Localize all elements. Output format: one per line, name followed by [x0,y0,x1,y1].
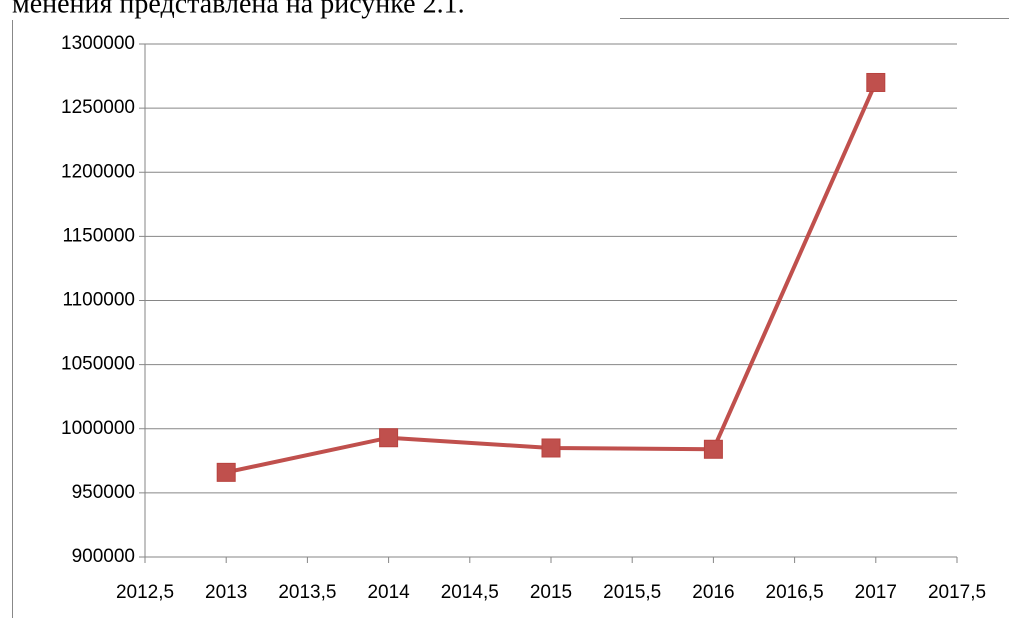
y-tick-label: 1000000 [61,418,135,439]
x-tick-label: 2012,5 [116,582,174,603]
y-tick-label: 1100000 [62,290,135,311]
y-tick-label: 900000 [72,546,135,567]
y-tick-label: 1250000 [61,97,135,118]
data-point [704,440,722,458]
data-point [380,429,398,447]
x-tick-label: 2014 [367,582,410,603]
x-tick-label: 2016,5 [766,582,824,603]
x-tick-label: 2017,5 [928,582,986,603]
data-point [217,463,235,481]
y-tick-label: 1050000 [61,354,135,375]
x-tick-label: 2016 [692,582,734,603]
x-tick-label: 2014,5 [441,582,499,603]
data-point [542,439,560,457]
x-tick-label: 2017 [855,582,897,603]
y-tick-label: 1150000 [62,225,135,246]
page-text: менения представлена на рисунке 2.1. [12,0,465,19]
x-tick-label: 2015,5 [603,582,661,603]
x-tick-label: 2013,5 [278,582,336,603]
y-tick-label: 1300000 [61,33,135,54]
x-tick-label: 2013 [205,582,247,603]
x-tick-label: 2015 [530,582,572,603]
y-tick-label: 950000 [72,482,135,503]
data-point [867,73,885,91]
y-tick-label: 1200000 [61,161,135,182]
